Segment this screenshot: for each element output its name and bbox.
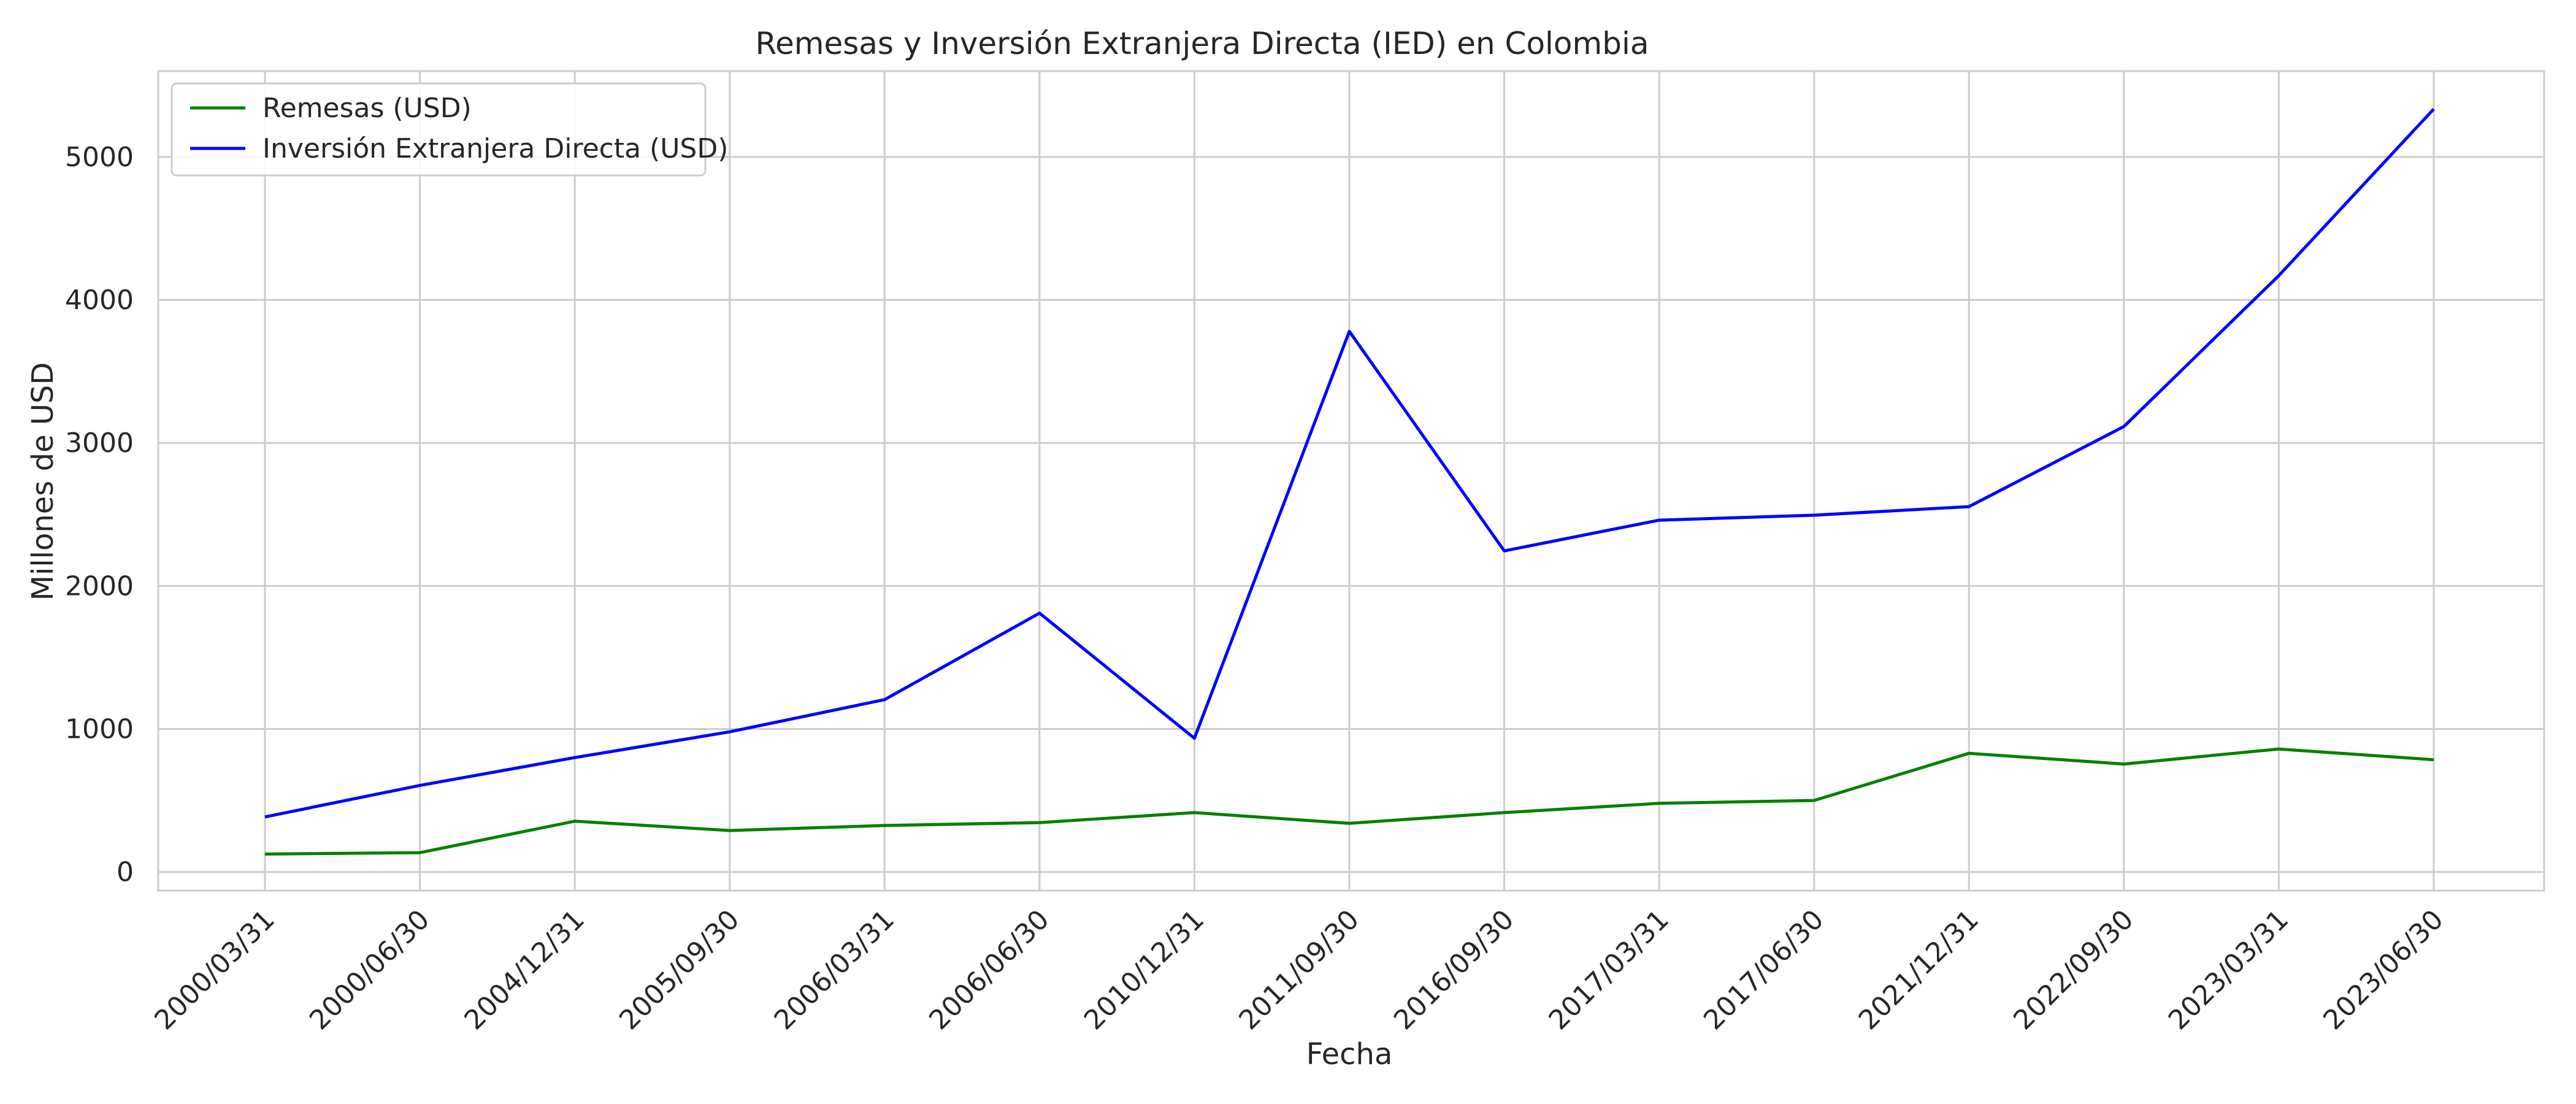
x-tick-labels: 2000/03/31 2000/06/30 2004/12/31 2005/09/30… [148,904,2449,1036]
y-tick-label: 5000 [65,142,134,173]
y-tick-labels: 0 1000 2000 3000 4000 5000 [65,142,134,888]
x-tick-label: 2010/12/31 [1078,904,1210,1036]
x-tick-label: 2011/09/30 [1233,904,1365,1036]
x-tick-label: 2000/03/31 [148,904,280,1036]
x-tick-label: 2016/09/30 [1388,904,1520,1036]
x-tick-label: 2006/03/31 [769,904,900,1036]
x-tick-label: 2005/09/30 [613,904,745,1036]
x-tick-label: 2006/06/30 [923,904,1055,1036]
legend-label-ied: Inversión Extranjera Directa (USD) [263,133,728,164]
y-tick-label: 4000 [65,285,134,316]
series-line-remesas [264,747,2434,856]
legend-label-remesas: Remesas (USD) [263,93,472,124]
x-axis-title: Fecha [1306,1037,1393,1071]
x-tick-label: 2017/03/31 [1543,904,1675,1036]
legend: Remesas (USD) Inversión Extranjera Direc… [171,82,728,177]
series-lines [264,108,2435,856]
x-tick-label: 2023/06/30 [2317,904,2449,1036]
x-tick-label: 2021/12/31 [1853,904,1985,1036]
legend-box [171,82,707,177]
series-line-ied [264,108,2435,819]
x-tick-label: 2017/06/30 [1698,904,1830,1036]
y-tick-label: 2000 [65,570,134,602]
y-tick-label: 0 [117,857,134,888]
x-tick-label: 2004/12/31 [459,904,591,1036]
y-tick-label: 1000 [65,714,134,745]
chart-title: Remesas y Inversión Extranjera Directa (… [755,26,1649,61]
plot-frame [157,70,2545,892]
y-axis-title: Millones de USD [26,362,60,601]
x-tick-label: 2000/06/30 [304,904,435,1036]
y-tick-label: 3000 [65,427,134,459]
x-tick-label: 2023/03/31 [2163,904,2294,1036]
x-tick-label: 2022/09/30 [2007,904,2139,1036]
